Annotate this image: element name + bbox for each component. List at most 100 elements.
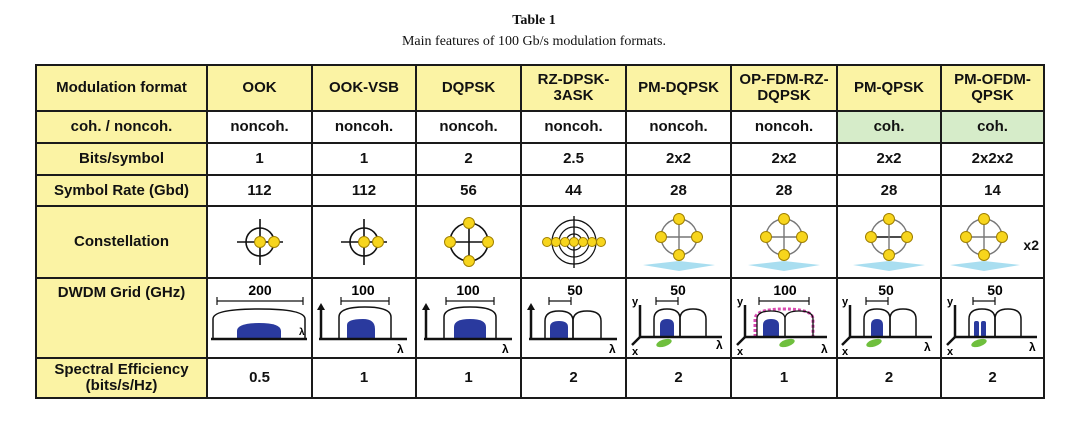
lambda-axis-label: λ [924,340,931,354]
table-caption: Main features of 100 Gb/s modulation for… [401,34,666,49]
pm-qpsk-spectrum-diagram: 50 y x λ [841,282,932,357]
format-header: OOK-VSB [311,64,417,112]
op-fdm-rz-dqpsk-spectrum-diagram: 100 y x λ [736,282,828,357]
grid-spacing-label: 100 [456,282,480,298]
ook-constellation-diagram [236,219,283,265]
grid-spacing-label: 200 [248,282,272,298]
x-axis-label: x [947,346,954,357]
x-axis-label: x [737,346,744,357]
y-axis-label: y [737,296,744,308]
table-cell: 1 [730,357,838,399]
dwdm-cell: 50 y x λ [625,277,732,359]
table-cell: noncoh. [520,110,627,144]
coherence-row: coh. / noncoh. noncoh. noncoh. noncoh. n… [35,110,1045,144]
constellation-cell [625,205,732,279]
lambda-axis-label: λ [821,342,828,356]
x-axis-label: x [842,346,849,357]
table-cell: coh. [940,110,1045,144]
pm-dqpsk-spectrum-diagram: 50 y x λ [630,282,723,356]
dqpsk-spectrum-diagram: 100 λ [421,282,512,356]
y-axis-label: y [842,296,849,308]
pm-ofdm-qpsk-constellation-diagram [950,213,1020,271]
table-cell: 1 [311,357,417,399]
table-cell: 112 [311,174,417,207]
table-cell: 2 [520,357,627,399]
dwdm-cell: 100 λ [311,277,417,359]
dwdm-cell: 100 λ [415,277,522,359]
table-cell: noncoh. [730,110,838,144]
table-cell: 56 [415,174,522,207]
pm-qpsk-constellation-diagram [853,213,925,271]
lambda-axis-label: λ [609,342,616,356]
table-title: Table 1 [512,13,556,28]
table-cell: 0.5 [206,357,313,399]
format-header: OP-FDM-RZ-DQPSK [730,64,838,112]
table-cell: coh. [836,110,942,144]
pm-ofdm-qpsk-spectrum-diagram: 50 y x λ [945,282,1037,357]
row-label: coh. / noncoh. [35,110,208,144]
ook-vsb-spectrum-diagram: 100 λ [317,282,407,356]
modulation-table: Modulation format OOK OOK-VSB DQPSK RZ-D… [35,64,1045,399]
lambda-axis-label: λ [299,327,305,338]
dwdm-cell: 50 λ [520,277,627,359]
corner-header: Modulation format [35,64,208,112]
format-header: RZ-DPSK-3ASK [520,64,627,112]
dwdm-cell: 50 y x λ [940,277,1045,359]
table-cell: 2x2 [730,142,838,176]
pm-dqpsk-constellation-diagram [642,213,715,271]
constellation-cell [836,205,942,279]
table-cell: 2 [836,357,942,399]
constellation-cell [206,205,313,279]
table-cell: noncoh. [415,110,522,144]
table-cell: 2x2 [625,142,732,176]
table-cell: 1 [311,142,417,176]
table-cell: 112 [206,174,313,207]
table-cell: 2 [415,142,522,176]
lambda-axis-label: λ [1029,340,1036,354]
table-cell: 2x2x2 [940,142,1045,176]
table-cell: 2 [940,357,1045,399]
table-cell: noncoh. [206,110,313,144]
table-cell: 14 [940,174,1045,207]
format-header: OOK [206,64,313,112]
table-cell: 28 [836,174,942,207]
y-axis-label: y [947,296,954,308]
table-cell: 1 [415,357,522,399]
row-label: Constellation [35,205,208,279]
efficiency-row: Spectral Efficiency (bits/s/Hz) 0.5 1 1 … [35,357,1045,399]
header-row: Modulation format OOK OOK-VSB DQPSK RZ-D… [35,64,1045,112]
format-header: PM-QPSK [836,64,942,112]
table-cell: 2 [625,357,732,399]
constellation-cell: x2 [940,205,1045,279]
table-cell: 28 [730,174,838,207]
bits-row: Bits/symbol 1 1 2 2.5 2x2 2x2 2x2 2x2x2 [35,142,1045,176]
row-label: DWDM Grid (GHz) [35,277,208,359]
grid-spacing-label: 100 [351,282,375,298]
constellation-cell [311,205,417,279]
constellation-cell [415,205,522,279]
format-header: DQPSK [415,64,522,112]
lambda-axis-label: λ [397,342,404,356]
table-cell: noncoh. [311,110,417,144]
dwdm-cell: 200 λ [206,277,313,359]
dual-constellation-label: x2 [1023,237,1039,253]
lambda-axis-label: λ [716,338,723,352]
row-label: Bits/symbol [35,142,208,176]
dwdm-cell: 50 y x λ [836,277,942,359]
row-label: Spectral Efficiency (bits/s/Hz) [35,357,208,399]
grid-spacing-label: 50 [878,282,894,298]
grid-spacing-label: 50 [670,282,686,298]
table-cell: 1 [206,142,313,176]
row-label: Symbol Rate (Gbd) [35,174,208,207]
constellation-row: Constellation [35,205,1045,279]
rz-dpsk-3ask-constellation-diagram [541,216,606,268]
constellation-cell [520,205,627,279]
symbol-rate-row: Symbol Rate (Gbd) 112 112 56 44 28 28 28… [35,174,1045,207]
table-cell: 2x2 [836,142,942,176]
dwdm-row: DWDM Grid (GHz) 200 λ 100 [35,277,1045,359]
op-fdm-rz-dqpsk-constellation-diagram [748,213,820,271]
constellation-cell [730,205,838,279]
rz-dpsk-3ask-spectrum-diagram: 50 λ [526,282,617,356]
table-cell: 2.5 [520,142,627,176]
table-cell: noncoh. [625,110,732,144]
